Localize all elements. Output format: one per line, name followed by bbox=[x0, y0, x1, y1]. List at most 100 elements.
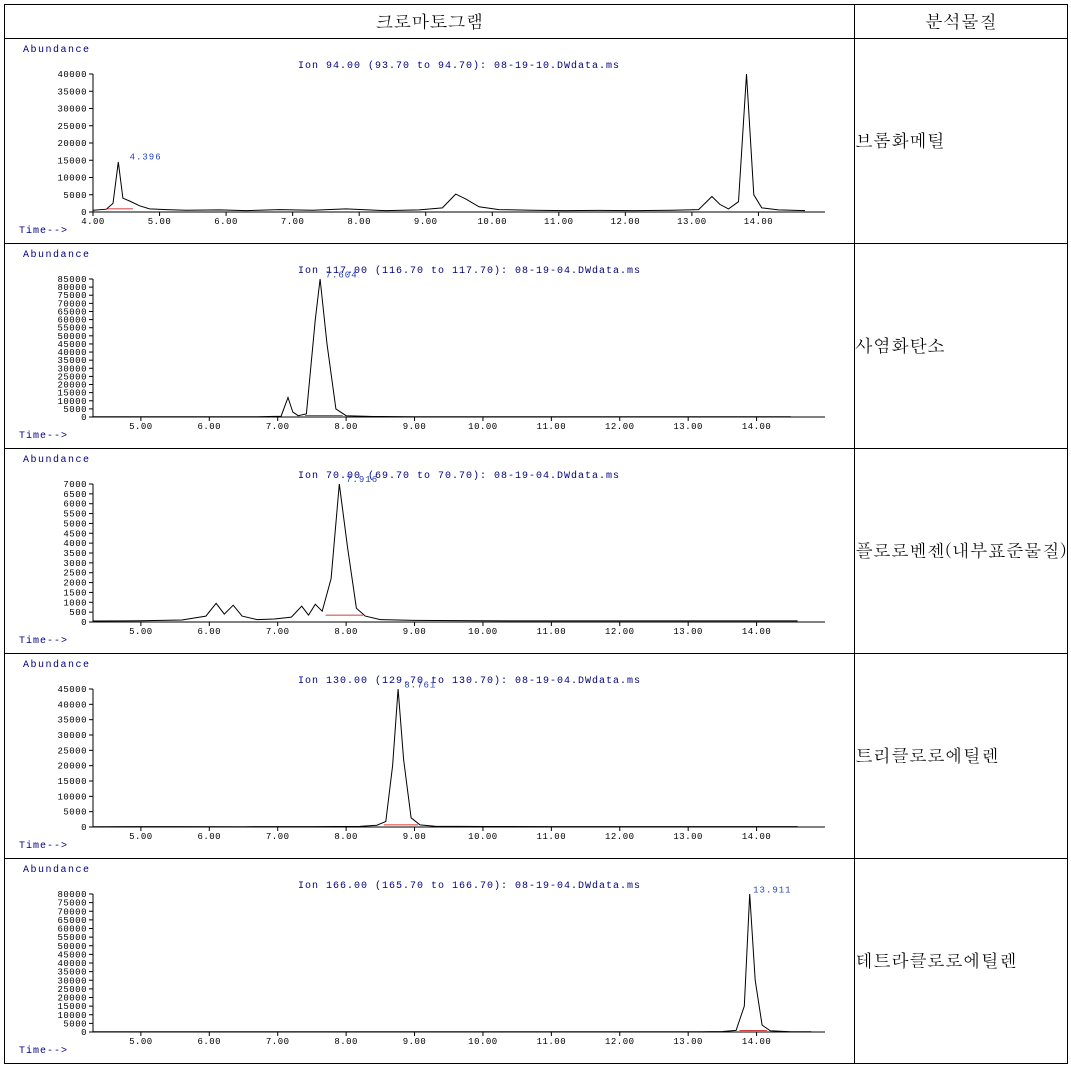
analyte-name: 테트라클로로에틸렌 bbox=[855, 859, 1068, 1064]
svg-text:40000: 40000 bbox=[57, 700, 87, 710]
svg-text:5.00: 5.00 bbox=[148, 217, 172, 226]
svg-text:14.00: 14.00 bbox=[742, 627, 772, 636]
chromatogram-plot: Ion 130.00 (129.70 to 130.70): 08-19-04.… bbox=[15, 671, 835, 841]
svg-text:1500: 1500 bbox=[63, 588, 87, 598]
svg-text:25000: 25000 bbox=[57, 122, 87, 132]
peak-label: 4.396 bbox=[130, 153, 162, 163]
time-arrow-label: Time--> bbox=[5, 841, 854, 852]
svg-text:50000: 50000 bbox=[57, 942, 87, 952]
svg-text:5000: 5000 bbox=[63, 1019, 87, 1029]
chromatogram-cell: Abundance Ion 70.00 (69.70 to 70.70): 08… bbox=[5, 449, 855, 654]
chromatogram-plot: Ion 166.00 (165.70 to 166.70): 08-19-04.… bbox=[15, 876, 835, 1046]
peak-label: 8.761 bbox=[404, 680, 436, 690]
table-row: Abundance Ion 130.00 (129.70 to 130.70):… bbox=[5, 654, 1068, 859]
svg-text:40000: 40000 bbox=[57, 959, 87, 969]
svg-text:10000: 10000 bbox=[57, 174, 87, 184]
svg-text:15000: 15000 bbox=[57, 156, 87, 166]
svg-text:0: 0 bbox=[81, 823, 87, 833]
time-arrow-label: Time--> bbox=[5, 431, 854, 442]
svg-text:55000: 55000 bbox=[57, 933, 87, 943]
chromatogram-plot: Ion 117.00 (116.70 to 117.70): 08-19-04.… bbox=[15, 261, 835, 431]
svg-text:5000: 5000 bbox=[63, 519, 87, 529]
svg-text:10.00: 10.00 bbox=[468, 832, 498, 841]
abundance-label: Abundance bbox=[5, 865, 854, 876]
table-row: Abundance Ion 166.00 (165.70 to 166.70):… bbox=[5, 859, 1068, 1064]
svg-text:65000: 65000 bbox=[57, 916, 87, 926]
ion-title: Ion 166.00 (165.70 to 166.70): 08-19-04.… bbox=[298, 880, 641, 892]
chromatogram-cell: Abundance Ion 117.00 (116.70 to 117.70):… bbox=[5, 244, 855, 449]
svg-text:7.00: 7.00 bbox=[266, 832, 290, 841]
svg-text:6.00: 6.00 bbox=[197, 1037, 221, 1046]
svg-text:14.00: 14.00 bbox=[742, 1037, 772, 1046]
svg-text:4000: 4000 bbox=[63, 539, 87, 549]
svg-text:6.00: 6.00 bbox=[197, 832, 221, 841]
svg-text:11.00: 11.00 bbox=[537, 1037, 567, 1046]
svg-text:14.00: 14.00 bbox=[744, 217, 774, 226]
svg-text:6000: 6000 bbox=[63, 500, 87, 510]
svg-text:25000: 25000 bbox=[57, 746, 87, 756]
svg-text:30000: 30000 bbox=[57, 105, 87, 115]
chromatogram-table: 크로마토그램 분석물질 Abundance Ion 94.00 (93.70 t… bbox=[4, 4, 1068, 1064]
svg-text:70000: 70000 bbox=[57, 907, 87, 917]
chromatogram-plot: Ion 94.00 (93.70 to 94.70): 08-19-10.DWd… bbox=[15, 56, 835, 226]
svg-text:12.00: 12.00 bbox=[605, 627, 635, 636]
svg-text:45000: 45000 bbox=[57, 950, 87, 960]
abundance-label: Abundance bbox=[5, 250, 854, 261]
svg-text:12.00: 12.00 bbox=[605, 422, 635, 431]
trace-line bbox=[93, 689, 798, 827]
header-analyte: 분석물질 bbox=[855, 5, 1068, 39]
analyte-name: 트리클로로에틸렌 bbox=[855, 654, 1068, 859]
trace-line bbox=[93, 279, 791, 417]
chromatogram-cell: Abundance Ion 94.00 (93.70 to 94.70): 08… bbox=[5, 39, 855, 244]
svg-text:9.00: 9.00 bbox=[403, 627, 427, 636]
svg-text:13.00: 13.00 bbox=[673, 627, 703, 636]
svg-text:0: 0 bbox=[81, 1028, 87, 1038]
svg-text:500: 500 bbox=[69, 608, 87, 618]
svg-text:5.00: 5.00 bbox=[129, 627, 153, 636]
svg-text:14.00: 14.00 bbox=[742, 832, 772, 841]
svg-text:5000: 5000 bbox=[63, 808, 87, 818]
svg-text:7.00: 7.00 bbox=[266, 1037, 290, 1046]
time-arrow-label: Time--> bbox=[5, 226, 854, 237]
svg-text:35000: 35000 bbox=[57, 968, 87, 978]
svg-text:13.00: 13.00 bbox=[673, 1037, 703, 1046]
peak-label: 13.911 bbox=[753, 885, 791, 895]
svg-text:7.00: 7.00 bbox=[266, 627, 290, 636]
svg-text:2000: 2000 bbox=[63, 579, 87, 589]
trace-line bbox=[93, 894, 811, 1032]
svg-text:35000: 35000 bbox=[57, 716, 87, 726]
table-row: Abundance Ion 70.00 (69.70 to 70.70): 08… bbox=[5, 449, 1068, 654]
svg-text:80000: 80000 bbox=[57, 890, 87, 900]
svg-text:13.00: 13.00 bbox=[677, 217, 707, 226]
svg-text:35000: 35000 bbox=[57, 87, 87, 97]
svg-text:9.00: 9.00 bbox=[403, 1037, 427, 1046]
svg-text:2500: 2500 bbox=[63, 569, 87, 579]
svg-text:45000: 45000 bbox=[57, 685, 87, 695]
trace-line bbox=[93, 484, 798, 621]
svg-text:8.00: 8.00 bbox=[334, 1037, 358, 1046]
svg-text:6.00: 6.00 bbox=[214, 217, 238, 226]
analyte-name: 플로로벤젠(내부표준물질) bbox=[855, 449, 1068, 654]
svg-text:1000: 1000 bbox=[63, 598, 87, 608]
svg-text:15000: 15000 bbox=[57, 777, 87, 787]
abundance-label: Abundance bbox=[5, 660, 854, 671]
svg-text:8.00: 8.00 bbox=[334, 627, 358, 636]
svg-text:9.00: 9.00 bbox=[414, 217, 438, 226]
ion-title: Ion 130.00 (129.70 to 130.70): 08-19-04.… bbox=[298, 675, 641, 687]
svg-text:14.00: 14.00 bbox=[742, 422, 772, 431]
time-arrow-label: Time--> bbox=[5, 636, 854, 647]
svg-text:6.00: 6.00 bbox=[197, 627, 221, 636]
peak-label: 7.916 bbox=[346, 475, 378, 485]
analyte-name: 사염화탄소 bbox=[855, 244, 1068, 449]
svg-text:12.00: 12.00 bbox=[605, 832, 635, 841]
chromatogram-plot: Ion 70.00 (69.70 to 70.70): 08-19-04.DWd… bbox=[15, 466, 835, 636]
svg-text:10.00: 10.00 bbox=[468, 1037, 498, 1046]
svg-text:60000: 60000 bbox=[57, 925, 87, 935]
svg-text:20000: 20000 bbox=[57, 139, 87, 149]
svg-text:11.00: 11.00 bbox=[537, 422, 567, 431]
svg-text:3500: 3500 bbox=[63, 549, 87, 559]
table-row: Abundance Ion 117.00 (116.70 to 117.70):… bbox=[5, 244, 1068, 449]
svg-text:10.00: 10.00 bbox=[478, 217, 508, 226]
svg-text:12.00: 12.00 bbox=[605, 1037, 635, 1046]
svg-text:30000: 30000 bbox=[57, 976, 87, 986]
